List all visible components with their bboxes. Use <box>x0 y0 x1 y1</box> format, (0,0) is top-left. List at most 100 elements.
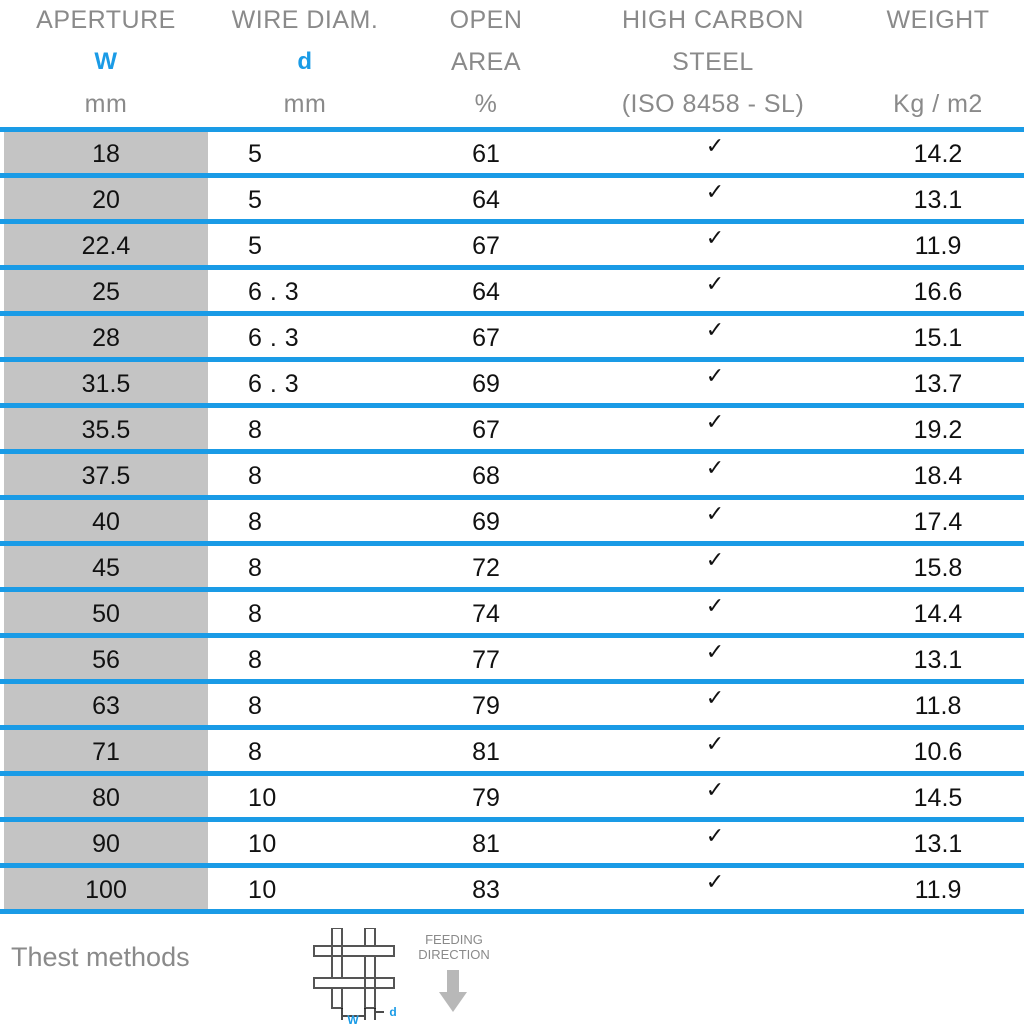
table-divider <box>0 587 1024 592</box>
weight-cell: 13.1 <box>913 186 963 214</box>
table-row: 25 6 . 3 64 ✓ 16.6 <box>0 270 1024 311</box>
header-steel-standard: (ISO 8458 - SL) <box>621 90 805 118</box>
table-divider <box>0 725 1024 730</box>
open-area-cell: 61 <box>472 140 500 168</box>
open-area-cell: 81 <box>472 830 500 858</box>
weight-cell: 10.6 <box>913 738 963 766</box>
table-row: 90 10 81 ✓ 13.1 <box>0 822 1024 863</box>
open-area-cell: 64 <box>472 186 500 214</box>
aperture-cell: 80 <box>4 776 208 817</box>
table-row: 63 8 79 ✓ 11.8 <box>0 684 1024 725</box>
wire-diameter-cell: 8 <box>248 738 263 766</box>
diagram-w-label: W <box>347 1013 359 1024</box>
weight-cell: 17.4 <box>913 508 963 536</box>
table-row: 71 8 81 ✓ 10.6 <box>0 730 1024 771</box>
aperture-cell: 40 <box>4 500 208 541</box>
down-arrow-icon <box>436 970 470 1014</box>
steel-check-icon: ✓ <box>705 272 725 297</box>
table-divider <box>0 265 1024 270</box>
open-area-cell: 77 <box>472 646 500 674</box>
header-aperture: APERTURE W mm <box>4 0 208 128</box>
open-area-cell: 79 <box>472 784 500 812</box>
steel-check-icon: ✓ <box>705 410 725 435</box>
aperture-cell: 56 <box>4 638 208 679</box>
weight-cell: 18.4 <box>913 462 963 490</box>
wire-diameter-cell: 8 <box>248 554 263 582</box>
open-area-cell: 67 <box>472 324 500 352</box>
steel-check-icon: ✓ <box>705 824 725 849</box>
table-row: 37.5 8 68 ✓ 18.4 <box>0 454 1024 495</box>
feeding-line-2: DIRECTION <box>418 947 490 962</box>
table-row: 100 10 83 ✓ 11.9 <box>0 868 1024 909</box>
wire-diameter-cell: 8 <box>248 600 263 628</box>
open-area-cell: 81 <box>472 738 500 766</box>
steel-check-icon: ✓ <box>705 318 725 343</box>
mesh-spec-table: 18 5 61 ✓ 14.2 20 5 64 ✓ 13.1 22.4 5 67 ✓ 11.9 25 6 . 3 6… <box>0 127 1024 914</box>
wire-diameter-cell: 8 <box>248 416 263 444</box>
weight-cell: 15.8 <box>913 554 963 582</box>
open-area-cell: 69 <box>472 370 500 398</box>
table-row: 50 8 74 ✓ 14.4 <box>0 592 1024 633</box>
aperture-cell: 90 <box>4 822 208 863</box>
wire-diameter-cell: 10 <box>248 784 277 812</box>
table-row: 45 8 72 ✓ 15.8 <box>0 546 1024 587</box>
aperture-cell: 20 <box>4 178 208 219</box>
table-divider <box>0 541 1024 546</box>
feeding-direction-label: FEEDING DIRECTION <box>404 932 504 962</box>
aperture-cell: 100 <box>4 868 208 909</box>
aperture-cell: 35.5 <box>4 408 208 449</box>
wire-diameter-cell: 8 <box>248 692 263 720</box>
weight-cell: 11.9 <box>914 232 962 260</box>
header-open-title: OPEN <box>449 6 523 34</box>
header-weight-blank <box>868 42 1008 84</box>
open-area-cell: 67 <box>472 416 500 444</box>
wire-diameter-cell: 10 <box>248 830 277 858</box>
header-wire-symbol: d <box>297 48 313 75</box>
open-area-cell: 67 <box>472 232 500 260</box>
table-row: 80 10 79 ✓ 14.5 <box>0 776 1024 817</box>
weight-cell: 14.2 <box>913 140 963 168</box>
open-area-cell: 64 <box>472 278 500 306</box>
weight-cell: 13.1 <box>913 830 963 858</box>
header-aperture-title: APERTURE <box>36 6 176 34</box>
header-open-title-2: AREA <box>450 48 522 76</box>
steel-check-icon: ✓ <box>705 502 725 527</box>
header-steel-title-2: STEEL <box>672 48 754 76</box>
aperture-cell: 71 <box>4 730 208 771</box>
weight-cell: 16.6 <box>913 278 963 306</box>
table-divider <box>0 817 1024 822</box>
aperture-cell: 45 <box>4 546 208 587</box>
header-steel-title: HIGH CARBON <box>622 6 804 34</box>
open-area-cell: 69 <box>472 508 500 536</box>
steel-check-icon: ✓ <box>705 456 725 481</box>
table-divider <box>0 909 1024 914</box>
header-wire-title: WIRE DIAM. <box>231 6 379 34</box>
aperture-cell: 50 <box>4 592 208 633</box>
header-weight-unit: Kg / m2 <box>893 90 983 118</box>
diagram-d-label: d <box>389 1005 396 1019</box>
table-row: 40 8 69 ✓ 17.4 <box>0 500 1024 541</box>
steel-check-icon: ✓ <box>705 640 725 665</box>
steel-check-icon: ✓ <box>705 226 725 251</box>
wire-mesh-icon: W d <box>310 927 410 1024</box>
footer: Thest methods W d FEEDING <box>0 910 1024 1024</box>
table-row: 18 5 61 ✓ 14.2 <box>0 132 1024 173</box>
steel-check-icon: ✓ <box>705 686 725 711</box>
table-row: 28 6 . 3 67 ✓ 15.1 <box>0 316 1024 357</box>
table-row: 35.5 8 67 ✓ 19.2 <box>0 408 1024 449</box>
wire-diameter-cell: 5 <box>248 186 263 214</box>
open-area-cell: 68 <box>472 462 500 490</box>
weight-cell: 14.5 <box>913 784 963 812</box>
header-wire-unit: mm <box>283 90 327 118</box>
steel-check-icon: ✓ <box>705 548 725 573</box>
table-header: APERTURE W mm WIRE DIAM. d mm OPEN AREA … <box>0 0 1024 128</box>
table-divider <box>0 173 1024 178</box>
wire-diameter-cell: 10 <box>248 876 277 904</box>
open-area-cell: 83 <box>472 876 500 904</box>
header-steel: HIGH CARBON STEEL (ISO 8458 - SL) <box>600 0 826 128</box>
aperture-cell: 31.5 <box>4 362 208 403</box>
wire-diameter-cell: 6 . 3 <box>248 324 300 352</box>
steel-check-icon: ✓ <box>705 594 725 619</box>
steel-check-icon: ✓ <box>705 732 725 757</box>
wire-diameter-cell: 6 . 3 <box>248 370 300 398</box>
